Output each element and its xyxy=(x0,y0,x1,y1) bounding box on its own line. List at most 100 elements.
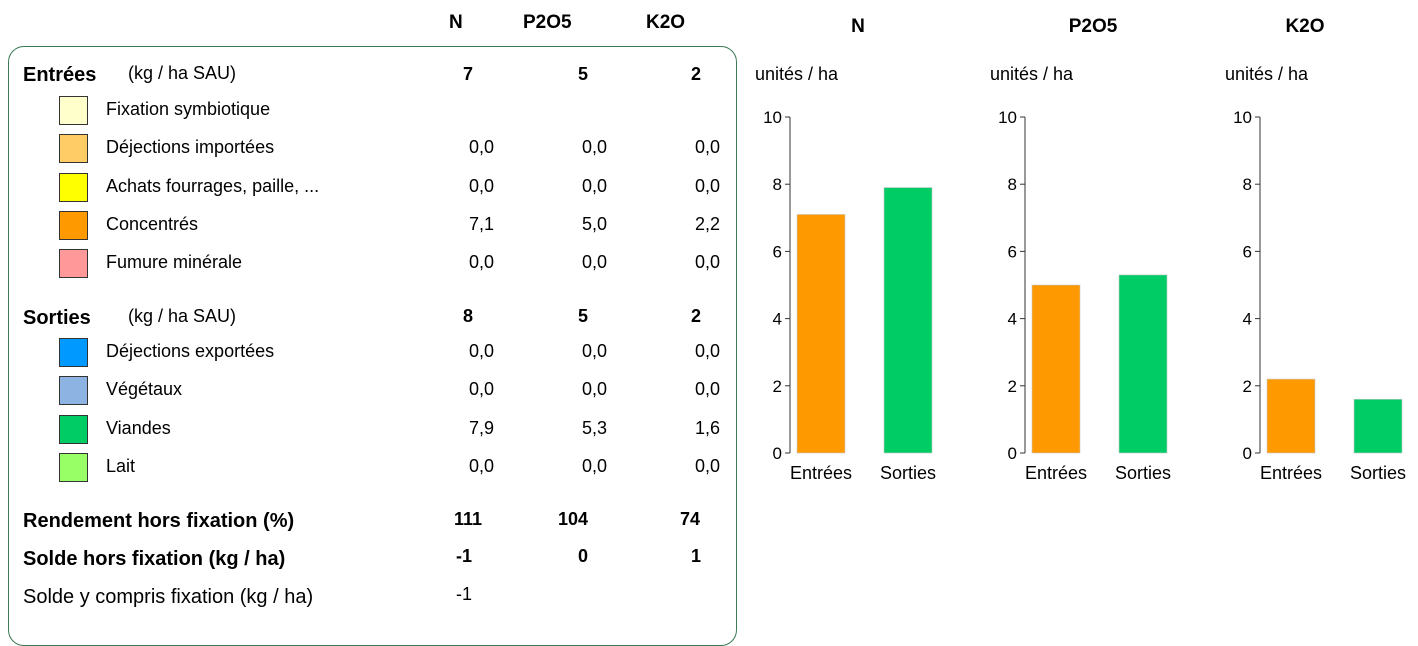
bar-entres xyxy=(1031,284,1081,454)
sorties-swatch-0 xyxy=(59,338,88,367)
sorties-item-1-value-1: 0,0 xyxy=(581,379,607,400)
y-tick-label: 4 xyxy=(773,310,782,329)
sorties-item-0-value-0: 0,0 xyxy=(468,341,494,361)
sorties-swatch-3 xyxy=(59,452,88,482)
sorties-item-3-value-2: 0,0 xyxy=(694,455,720,476)
sorties-total-p2o5: 5 xyxy=(577,306,588,326)
y-tick-label: 8 xyxy=(1243,175,1252,194)
entrees-item-4-value-2: 0,0 xyxy=(694,252,720,273)
sorties-item-label-2: Viandes xyxy=(106,417,171,438)
sorties-item-1-value-2: 0,0 xyxy=(694,379,720,400)
column-header-k2o: K2O xyxy=(646,12,686,33)
solde-n: -1 xyxy=(455,546,472,566)
entrees-item-2-value-2: 0,0 xyxy=(694,175,720,196)
sorties-item-label-3: Lait xyxy=(106,455,136,476)
y-tick-label: 10 xyxy=(998,108,1017,127)
entrees-swatch-4 xyxy=(59,249,88,279)
chart-title: N xyxy=(851,16,865,37)
entrees-item-1-value-2: 0,0 xyxy=(694,137,720,158)
sorties-swatch-2 xyxy=(59,414,88,444)
entrees-total-k2o: 2 xyxy=(690,64,701,84)
solde-p2o5: 0 xyxy=(577,546,588,566)
column-header-n: N xyxy=(449,12,463,33)
sorties-item-2-value-1: 5,3 xyxy=(581,417,607,438)
y-tick-label: 0 xyxy=(1008,444,1017,463)
sorties-title: Sorties xyxy=(23,307,91,329)
y-tick-label: 4 xyxy=(1008,310,1017,329)
sorties-item-1-value-0: 0,0 xyxy=(468,379,494,400)
entrees-item-4-value-1: 0,0 xyxy=(581,252,607,273)
sorties-item-3-value-0: 0,0 xyxy=(468,455,494,476)
sorties-item-0-value-2: 0,0 xyxy=(694,341,720,361)
entrees-total-p2o5: 5 xyxy=(577,64,588,84)
rendement-label: Rendement hors fixation (%) xyxy=(23,510,295,532)
entrees-item-1-value-0: 0,0 xyxy=(468,137,494,158)
entrees-title: Entrées xyxy=(23,64,97,86)
y-tick-label: 8 xyxy=(773,175,782,194)
chart-title: P2O5 xyxy=(1069,16,1118,37)
y-tick-label: 10 xyxy=(1233,108,1252,127)
solde-label: Solde hors fixation (kg / ha) xyxy=(23,548,286,570)
x-category-label: Sorties xyxy=(1115,463,1171,483)
bar-sorties xyxy=(1353,398,1403,454)
x-category-label: Sorties xyxy=(1350,463,1406,483)
rendement-p2o5: 104 xyxy=(557,509,589,529)
chart-k2o: K2O unités / ha 0 2 4 6 8 10 Entrées Sorties xyxy=(1225,16,1406,483)
entrees-item-label-3: Concentrés xyxy=(106,213,199,234)
y-tick-label: 2 xyxy=(773,377,782,396)
bar-sorties xyxy=(1118,274,1168,454)
entrees-item-4-value-0: 0,0 xyxy=(468,252,494,273)
x-category-label: Entrées xyxy=(1260,463,1322,483)
sorties-item-label-1: Végétaux xyxy=(106,379,183,400)
solde-fix-label: Solde y compris fixation (kg / ha) xyxy=(23,586,314,608)
x-category-label: Entrées xyxy=(790,463,852,483)
entrees-item-3-value-1: 5,0 xyxy=(581,213,607,234)
sorties-item-2-value-2: 1,6 xyxy=(694,417,720,438)
entrees-total-n: 7 xyxy=(462,64,473,84)
y-tick-label: 0 xyxy=(1243,444,1252,463)
y-axis-label: unités / ha xyxy=(755,64,839,84)
sorties-item-3-value-1: 0,0 xyxy=(581,455,607,476)
y-tick-label: 8 xyxy=(1008,175,1017,194)
entrees-swatch-3 xyxy=(59,210,88,240)
bar-entres xyxy=(1266,378,1316,454)
entrees-item-2-value-1: 0,0 xyxy=(581,175,607,196)
entrees-item-2-value-0: 0,0 xyxy=(468,175,494,196)
solde-fix-n: -1 xyxy=(455,584,472,604)
y-tick-label: 2 xyxy=(1243,377,1252,396)
y-tick-label: 10 xyxy=(763,108,782,127)
sorties-item-label-0: Déjections exportées xyxy=(106,341,275,361)
sorties-item-2-value-0: 7,9 xyxy=(468,417,494,438)
entrees-swatch-2 xyxy=(59,172,88,202)
y-tick-label: 4 xyxy=(1243,310,1252,329)
entrees-item-3-value-2: 2,2 xyxy=(694,213,720,234)
sorties-total-k2o: 2 xyxy=(690,306,701,326)
y-axis-label: unités / ha xyxy=(990,64,1074,84)
entrees-item-3-value-0: 7,1 xyxy=(468,213,494,234)
y-tick-label: 6 xyxy=(773,242,782,261)
bar-entres xyxy=(796,214,846,454)
entrees-item-label-4: Fumure minérale xyxy=(106,252,243,273)
y-tick-label: 6 xyxy=(1243,242,1252,261)
entrees-item-1-value-1: 0,0 xyxy=(581,137,607,158)
entrees-item-label-1: Déjections importées xyxy=(106,137,275,158)
bar-sorties xyxy=(883,187,933,454)
sorties-total-n: 8 xyxy=(462,306,473,326)
y-tick-label: 0 xyxy=(773,444,782,463)
solde-k2o: 1 xyxy=(690,546,701,566)
chart-title: K2O xyxy=(1285,16,1324,37)
y-axis-label: unités / ha xyxy=(1225,64,1309,84)
rendement-k2o: 74 xyxy=(679,509,701,529)
entrees-item-label-0: Fixation symbiotique xyxy=(106,99,271,119)
sorties-item-0-value-1: 0,0 xyxy=(581,341,607,361)
entrees-unit: (kg / ha SAU) xyxy=(128,63,237,83)
sorties-swatch-1 xyxy=(59,376,88,406)
entrees-item-label-2: Achats fourrages, paille, ... xyxy=(106,175,320,196)
chart-p2o5: P2O5 unités / ha 0 2 4 6 8 10 Entrées Sorties xyxy=(990,16,1171,483)
sorties-unit: (kg / ha SAU) xyxy=(128,306,237,326)
x-category-label: Sorties xyxy=(880,463,936,483)
column-header-p2o5: P2O5 xyxy=(523,12,572,33)
x-category-label: Entrées xyxy=(1025,463,1087,483)
y-tick-label: 2 xyxy=(1008,377,1017,396)
